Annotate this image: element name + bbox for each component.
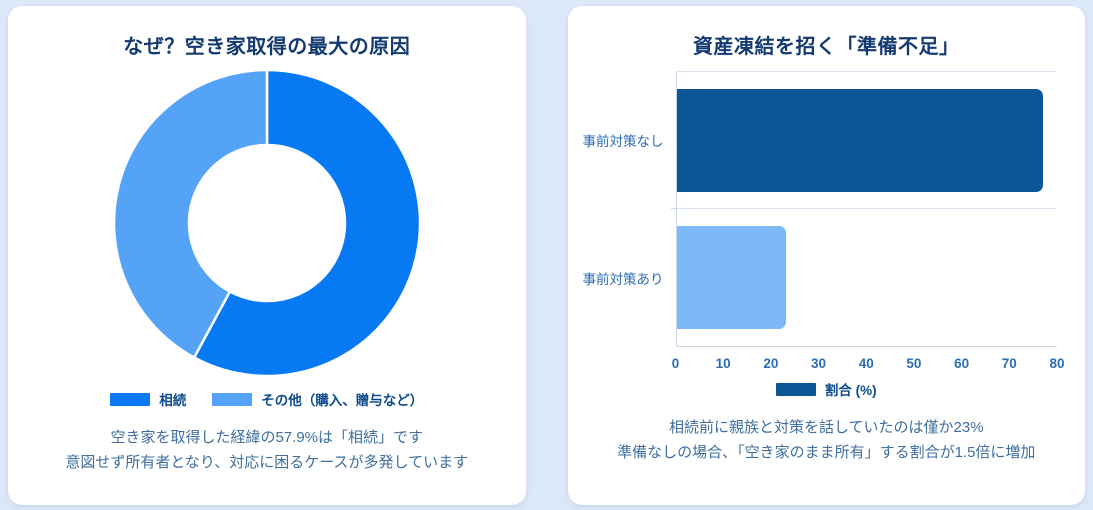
x-axis-tick-70: 70	[1001, 356, 1017, 371]
bar-caption: 相続前に親族と対策を話していたのは僅か23% 準備なしの場合、「空き家のまま所有…	[568, 415, 1086, 465]
x-axis-tick-20: 20	[763, 356, 779, 371]
legend-item-ratio: 割合 (%)	[775, 379, 877, 399]
donut-slice-1	[112, 68, 268, 359]
donut-card: なぜ？空き家取得の最大の原因 相続 その他（購入、贈与など） 空き家を取得した経…	[8, 6, 526, 505]
legend-swatch-inheritance	[110, 392, 151, 406]
legend-item-inheritance: 相続	[110, 389, 186, 409]
bar-caption-line1: 相続前に親族と対策を話していたのは僅か23%	[668, 419, 984, 436]
bar-track-with-preparation	[670, 208, 1057, 347]
legend-label-inheritance: 相続	[159, 393, 187, 408]
legend-swatch-ratio	[775, 382, 816, 396]
bar-no-preparation	[676, 88, 1043, 192]
legend-item-other: その他（購入、贈与など）	[212, 389, 423, 409]
legend-swatch-other	[212, 392, 253, 406]
x-axis-tick-30: 30	[811, 356, 827, 371]
x-axis-ticks: 0 10 20 30 40 50 60 70 80	[672, 347, 1065, 377]
legend-label-ratio: 割合 (%)	[824, 383, 877, 398]
donut-legend: 相続 その他（購入、贈与など）	[8, 389, 526, 409]
legend-label-other: その他（購入、贈与など）	[261, 393, 424, 408]
bar-category-label-with-preparation: 事前対策あり	[582, 272, 664, 287]
bar-category-label-no-preparation: 事前対策なし	[582, 134, 664, 149]
bar-card-title: 資産凍結を招く「準備不足」	[693, 36, 960, 58]
bar-caption-line2: 準備なしの場合、「空き家のまま所有」する割合が1.5倍に増加	[617, 444, 1036, 462]
donut-caption-line2: 意図せず所有者となり、対応に困るケースが多発しています	[65, 454, 469, 472]
x-axis-tick-50: 50	[906, 356, 922, 371]
bar-chart: 事前対策なし 事前対策あり 0 10 20 30 40 50 60 70 80	[580, 71, 1065, 377]
donut-chart	[112, 68, 421, 378]
x-axis-tick-80: 80	[1049, 356, 1065, 371]
donut-caption-line1: 空き家を取得した経緯の57.9%は「相続」です	[110, 429, 424, 446]
bar-with-preparation	[676, 226, 786, 329]
x-axis-tick-40: 40	[858, 356, 874, 371]
x-axis-tick-0: 0	[671, 356, 680, 371]
donut-card-title: なぜ？空き家取得の最大の原因	[123, 36, 411, 58]
x-axis-spacer	[580, 347, 676, 377]
bar-legend: 割合 (%)	[568, 379, 1086, 399]
donut-caption: 空き家を取得した経緯の57.9%は「相続」です 意図せず所有者となり、対応に困る…	[8, 425, 526, 475]
x-axis-tick-60: 60	[954, 356, 970, 371]
bar-card: 資産凍結を招く「準備不足」 事前対策なし 事前対策あり 0 10 20 30 40 50 6…	[567, 6, 1086, 505]
bar-track-no-preparation	[675, 71, 1057, 209]
donut-chart-area	[8, 67, 526, 379]
donut-slice-0	[192, 68, 421, 378]
x-axis-tick-10: 10	[715, 356, 731, 371]
